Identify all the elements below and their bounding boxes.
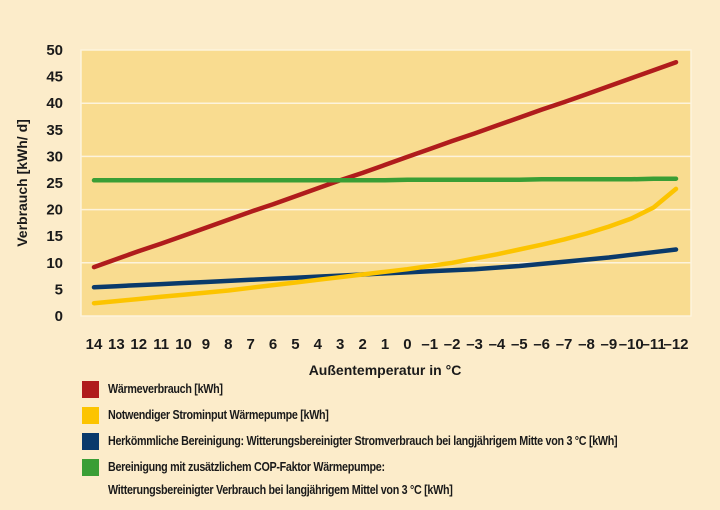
legend-label-line1: Bereinigung mit zusätzlichem COP-Faktor … — [108, 460, 385, 474]
y-axis-label: Verbrauch [kWh/ d] — [14, 119, 30, 247]
x-axis-ticks: 14 13 12 11 10 9 8 7 6 5 4 3 2 1 0 –1 –2 –3 –4 –5 –6 –7 –8 –9 –1… — [86, 336, 689, 353]
x-tick-label: 5 — [291, 336, 299, 353]
x-tick-label: 9 — [202, 336, 210, 353]
x-tick-label: –3 — [466, 336, 483, 353]
x-tick-label: –4 — [489, 336, 506, 353]
legend-label: Bereinigung mit zusätzlichem COP-Faktor … — [108, 459, 453, 499]
legend-item-power-input: Notwendiger Strominput Wärmepumpe [kWh] — [82, 407, 702, 433]
legend-label: Wärmeverbrauch [kWh] — [108, 382, 223, 396]
legend-swatch-yellow — [82, 407, 99, 424]
y-tick-label: 0 — [55, 308, 63, 325]
x-tick-label: 11 — [153, 336, 169, 353]
y-tick-label: 5 — [55, 281, 63, 298]
x-tick-label: 0 — [403, 336, 411, 353]
y-tick-label: 10 — [46, 255, 63, 272]
series-line — [91, 186, 679, 306]
y-tick-label: 40 — [46, 95, 63, 112]
legend: Wärmeverbrauch [kWh] Notwendiger Stromin… — [82, 381, 702, 507]
x-tick-label: 6 — [269, 336, 277, 353]
x-tick-label: –12 — [663, 336, 688, 353]
legend-swatch-green — [82, 459, 99, 476]
x-tick-label: –10 — [619, 336, 644, 353]
legend-label: Herkömmliche Bereinigung: Witterungsbere… — [108, 434, 618, 448]
x-tick-label: –2 — [444, 336, 461, 353]
y-tick-label: 15 — [46, 228, 63, 245]
x-tick-label: 14 — [86, 336, 103, 353]
x-tick-label: –11 — [642, 336, 666, 353]
series-line — [91, 176, 679, 183]
x-tick-label: –8 — [578, 336, 595, 353]
legend-label: Notwendiger Strominput Wärmepumpe [kWh] — [108, 408, 329, 422]
legend-swatch-red — [82, 381, 99, 398]
x-tick-label: 7 — [247, 336, 255, 353]
y-tick-label: 50 — [46, 42, 63, 59]
gridlines — [81, 102, 691, 264]
y-axis-ticks: 0 5 10 15 20 25 30 35 40 45 50 — [46, 42, 63, 325]
x-tick-label: 1 — [381, 336, 389, 353]
legend-item-heat-consumption: Wärmeverbrauch [kWh] — [82, 381, 702, 407]
x-tick-label: –7 — [556, 336, 573, 353]
x-tick-label: 8 — [224, 336, 232, 353]
series-line — [91, 59, 679, 270]
x-tick-label: 4 — [314, 336, 323, 353]
x-tick-label: 10 — [175, 336, 192, 353]
x-tick-label: –1 — [421, 336, 438, 353]
y-tick-label: 35 — [46, 122, 63, 139]
x-axis-label: Außentemperatur in °C — [309, 362, 462, 378]
x-tick-label: –5 — [511, 336, 528, 353]
x-tick-label: 2 — [358, 336, 366, 353]
data-series — [91, 59, 679, 306]
x-tick-label: 13 — [108, 336, 125, 353]
y-tick-label: 20 — [46, 202, 63, 219]
legend-swatch-blue — [82, 433, 99, 450]
x-tick-label: –9 — [601, 336, 618, 353]
x-tick-label: –6 — [533, 336, 550, 353]
y-tick-label: 25 — [46, 175, 63, 192]
x-tick-label: 3 — [336, 336, 344, 353]
y-tick-label: 45 — [46, 69, 63, 86]
legend-label-line2: Witterungsbereinigter Verbrauch bei lang… — [108, 483, 453, 497]
x-tick-label: 12 — [130, 336, 147, 353]
legend-item-cop-adjustment: Bereinigung mit zusätzlichem COP-Faktor … — [82, 459, 702, 507]
legend-item-conventional-adjustment: Herkömmliche Bereinigung: Witterungsbere… — [82, 433, 702, 459]
y-tick-label: 30 — [46, 148, 63, 165]
